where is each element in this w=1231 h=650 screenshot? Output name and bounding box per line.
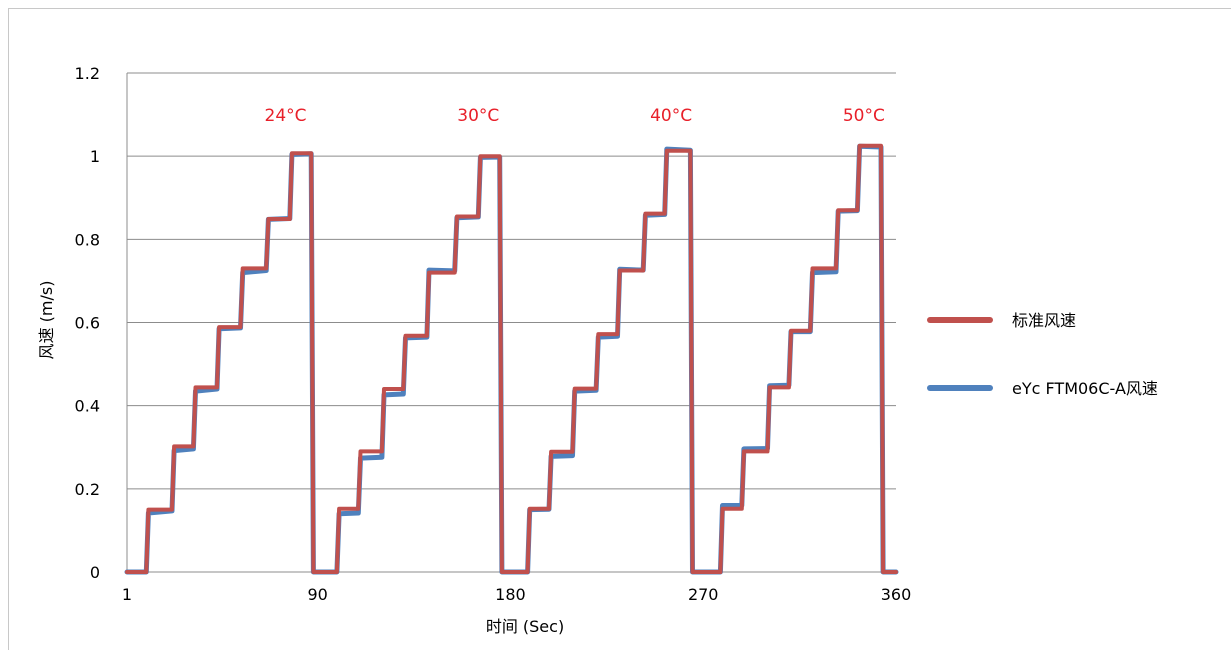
x-axis-title: 时间 (Sec): [486, 617, 564, 636]
y-tick-label-0: 0: [90, 563, 100, 582]
x-tick-label-0: 1: [122, 585, 132, 604]
y-tick-label-5: 1: [90, 147, 100, 166]
legend: 标准风速 eYc FTM06C-A风速: [927, 311, 1158, 398]
y-tick-label-2: 0.4: [75, 397, 100, 416]
x-tick-labels: 1 90 180 270 360: [122, 585, 911, 604]
y-tick-labels: 0 0.2 0.4 0.6 0.8 1 1.2: [75, 64, 100, 582]
legend-label-eyc: eYc FTM06C-A风速: [1012, 379, 1158, 398]
series-lines: [124, 143, 899, 575]
series-line-0: [125, 143, 898, 574]
x-tick-label-2: 180: [495, 585, 526, 604]
temp-annotation-1: 30°C: [457, 106, 499, 126]
series-line-1: [124, 143, 899, 575]
temp-annotation-3: 50°C: [843, 106, 885, 126]
y-axis-title: 风速 (m/s): [37, 281, 56, 360]
legend-label-standard: 标准风速: [1012, 311, 1076, 330]
x-tick-label-4: 360: [881, 585, 912, 604]
y-tick-label-3: 0.6: [75, 314, 100, 333]
temp-annotation-0: 24°C: [265, 106, 307, 126]
y-tick-label-4: 0.8: [75, 230, 100, 249]
y-tick-label-6: 1.2: [75, 64, 100, 83]
y-tick-label-1: 0.2: [75, 480, 100, 499]
temperature-annotations: 24°C 30°C 40°C 50°C: [265, 106, 885, 126]
x-tick-label-1: 90: [307, 585, 327, 604]
x-tick-label-3: 270: [688, 585, 719, 604]
temp-annotation-2: 40°C: [650, 106, 692, 126]
